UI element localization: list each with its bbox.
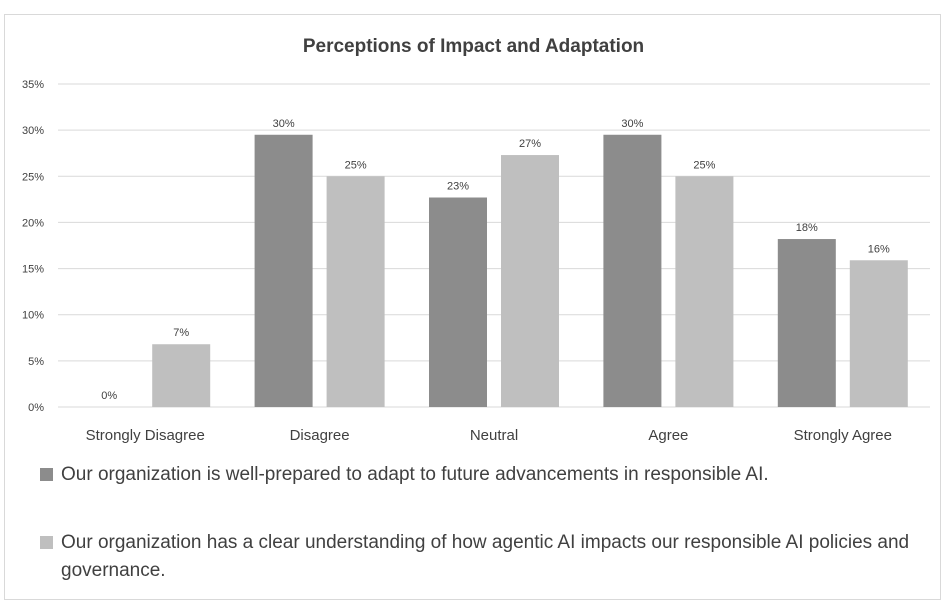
x-category-label: Neutral (470, 427, 518, 444)
data-label: 25% (693, 159, 715, 171)
x-category-label: Disagree (290, 427, 350, 444)
y-tick-label: 15% (22, 264, 44, 276)
bar-series-2 (152, 344, 211, 407)
legend-label-series-1: Our organization is well-prepared to ada… (61, 464, 769, 485)
bar-series-1 (254, 134, 313, 407)
y-tick-label: 5% (28, 356, 44, 368)
chart-title: Perceptions of Impact and Adaptation (302, 36, 645, 57)
y-tick-label: 30% (22, 125, 44, 137)
y-tick-label: 0% (28, 402, 44, 414)
bar-series-1 (603, 134, 662, 407)
x-category-label: Strongly Agree (794, 427, 892, 444)
bar-series-2 (326, 176, 385, 407)
data-label: 25% (345, 159, 367, 171)
data-label: 18% (796, 222, 818, 234)
bar-series-2 (501, 155, 559, 407)
y-tick-label: 10% (22, 310, 44, 322)
x-category-label: Agree (648, 427, 688, 444)
y-tick-label: 35% (22, 79, 44, 91)
bar-series-2 (849, 260, 908, 407)
legend-swatch-series-2 (40, 536, 53, 549)
bar-series-1 (777, 239, 836, 407)
data-label: 23% (447, 181, 469, 193)
bar-series-1 (429, 197, 487, 407)
data-label: 27% (519, 138, 541, 150)
data-label: 30% (621, 118, 643, 130)
data-label: 30% (273, 118, 295, 130)
bar-series-2 (675, 176, 734, 407)
data-label: 16% (868, 243, 890, 255)
plot-area: 0% 5% 10% 15% 20% 25% 30% 35% 0% 7% Strongly Disag… (22, 79, 930, 444)
y-tick-label: 20% (22, 217, 44, 229)
data-label: 0% (101, 390, 117, 402)
y-tick-label: 25% (22, 171, 44, 183)
data-label: 7% (173, 327, 189, 339)
x-category-label: Strongly Disagree (86, 427, 205, 444)
legend-label-series-2: Our organization has a clear understandi… (61, 532, 910, 581)
legend-swatch-series-1 (40, 468, 53, 481)
